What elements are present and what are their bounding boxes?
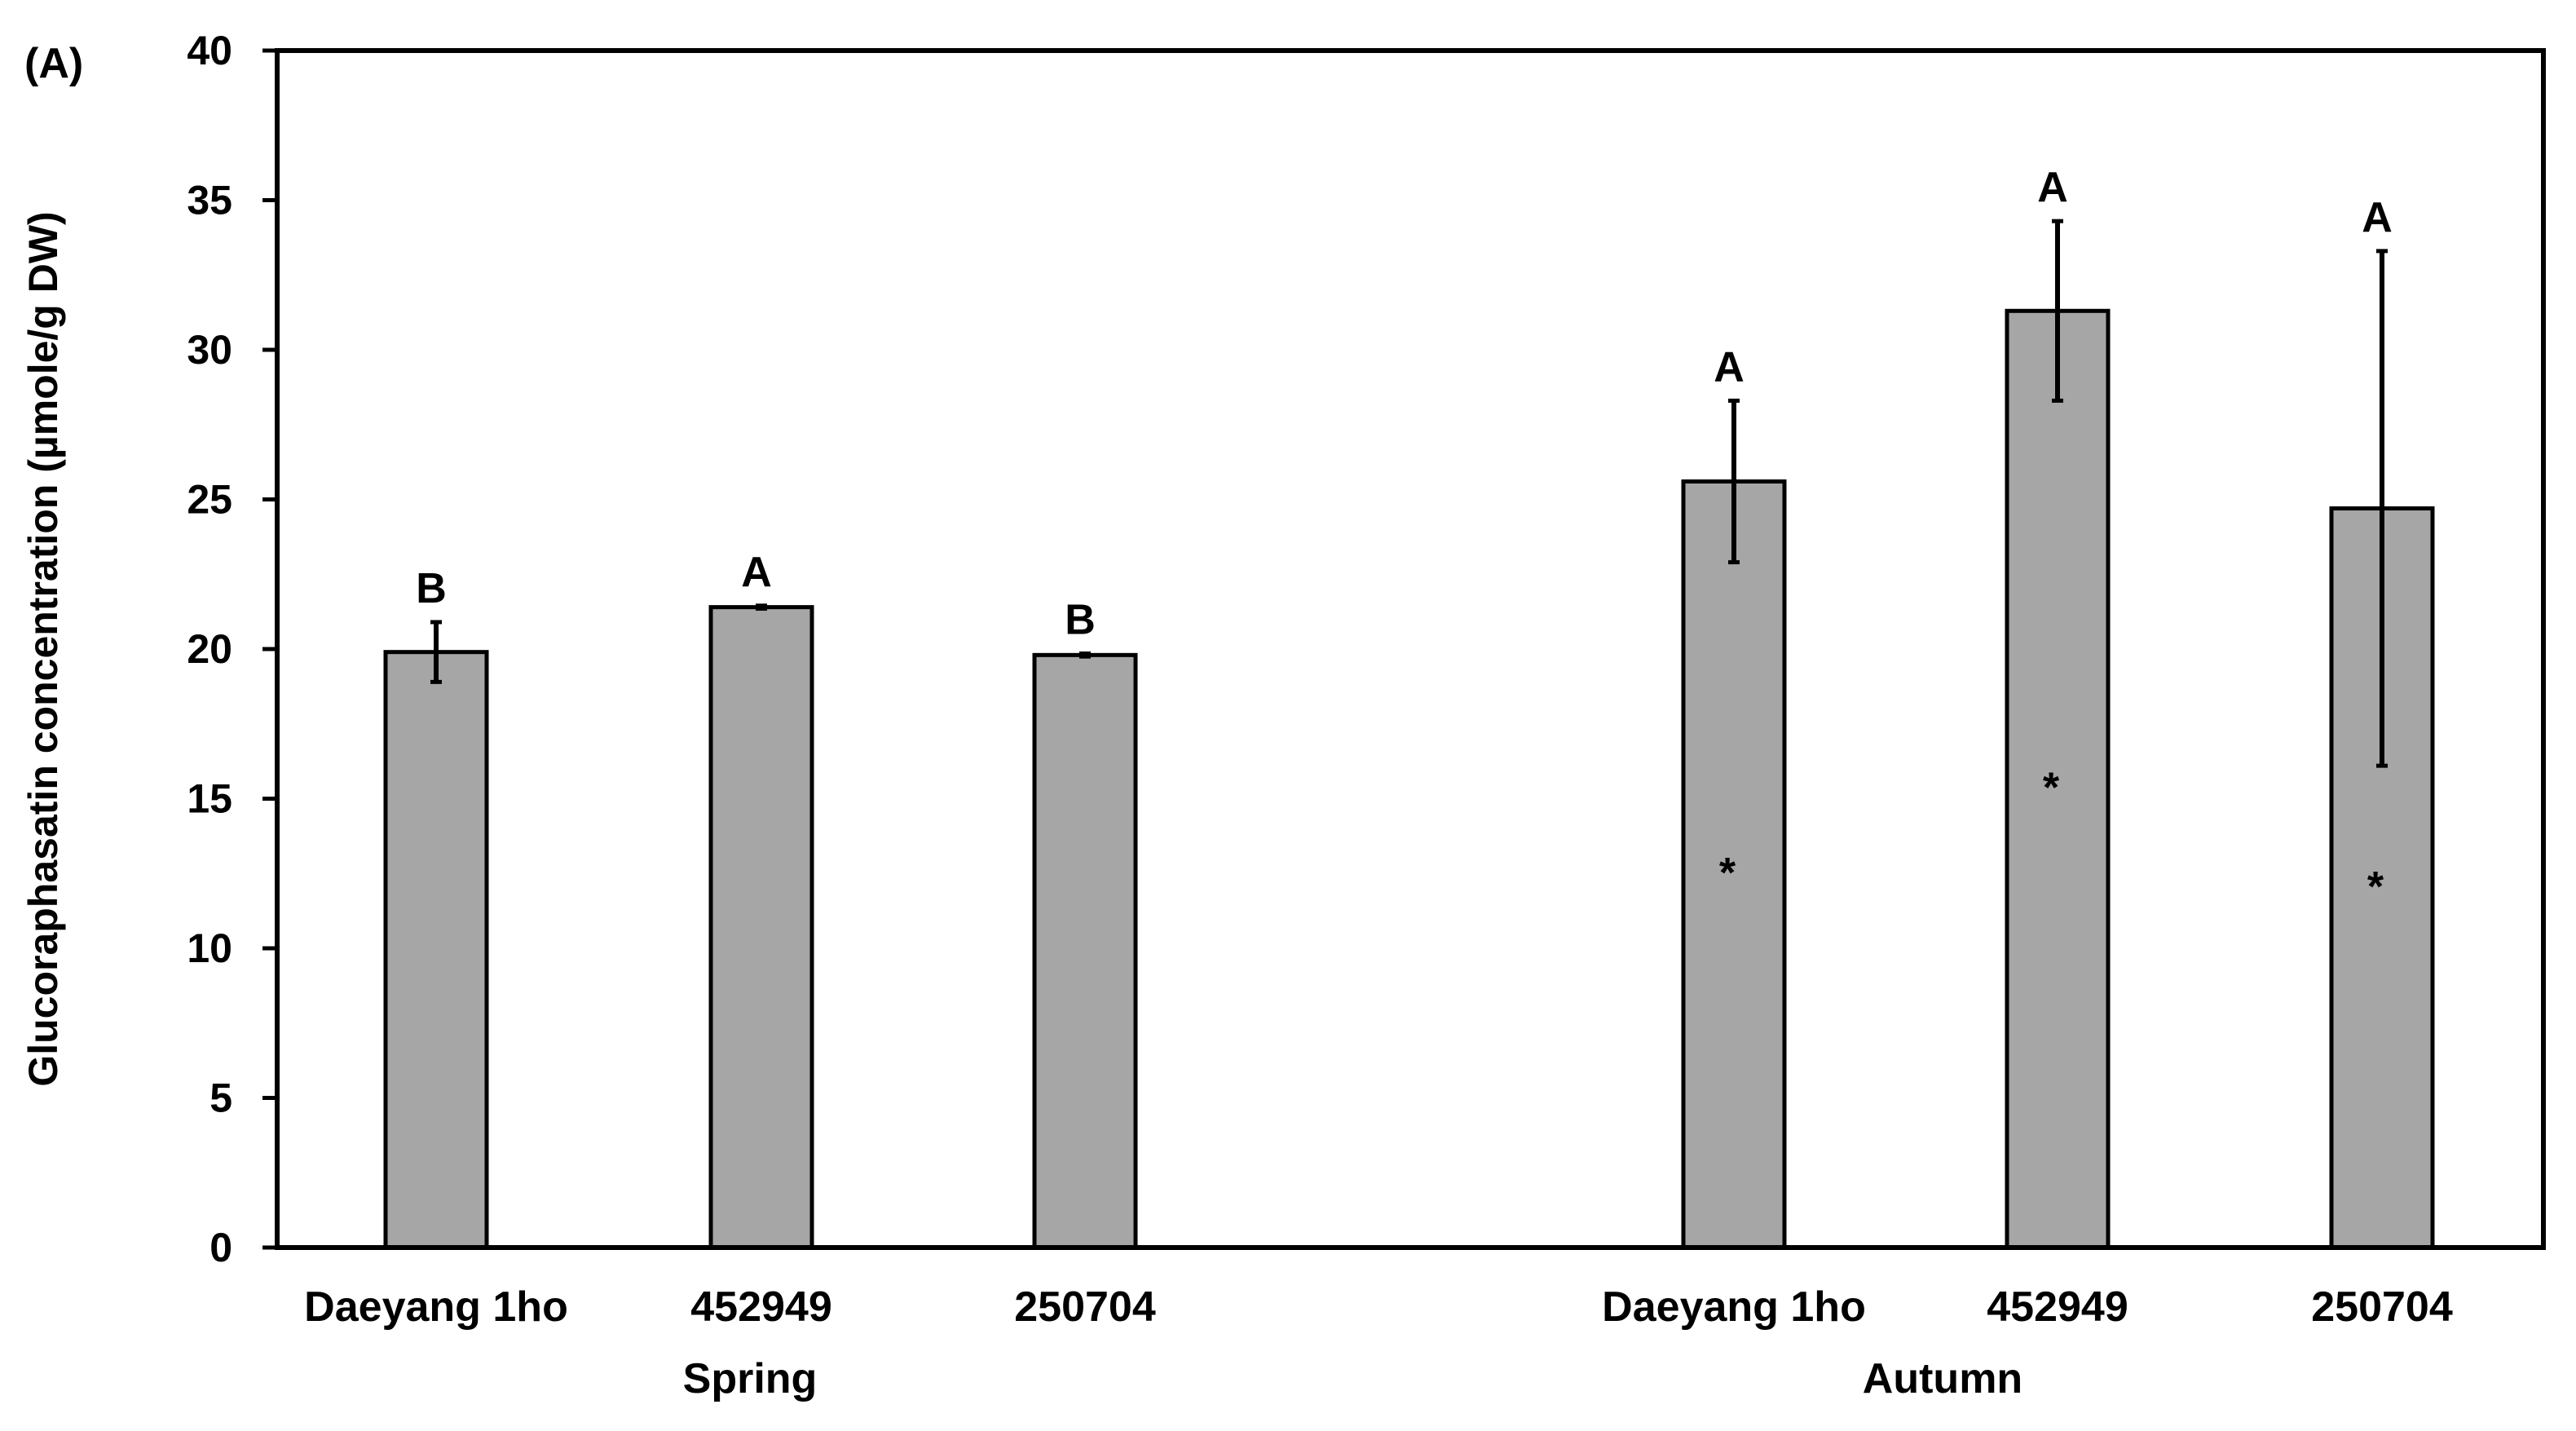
- y-tick-label: 40: [187, 28, 232, 73]
- x-category-label: 452949: [1987, 1283, 2128, 1331]
- y-axis-title: Glucoraphasatin concentration (µmole/g D…: [20, 211, 66, 1086]
- y-tick-label: 5: [210, 1075, 232, 1121]
- significance-letter: B: [1065, 597, 1096, 644]
- x-group-label: Autumn: [1863, 1355, 2022, 1402]
- significance-letter: A: [2362, 194, 2393, 241]
- x-category-label: 452949: [690, 1283, 832, 1331]
- y-tick-label: 15: [187, 776, 232, 822]
- x-category-label: 250704: [1014, 1283, 1156, 1331]
- significance-letter: A: [1714, 343, 1745, 391]
- plot-area-frame: [275, 48, 2546, 1250]
- error-bars: [430, 219, 2388, 768]
- asterisk-marker: *: [1719, 850, 1736, 897]
- asterisk-marker: *: [2043, 765, 2060, 812]
- x-category-label: Daeyang 1ho: [1602, 1283, 1866, 1331]
- significance-letter: A: [2037, 164, 2068, 211]
- y-axis-ticks: 0 5 10 15 20 25 30 35 40: [187, 28, 277, 1270]
- y-tick-label: 25: [187, 477, 232, 523]
- y-tick-label: 30: [187, 327, 232, 373]
- asterisk-marker: *: [2367, 863, 2384, 911]
- bars: [383, 308, 2435, 1250]
- y-tick-label: 0: [210, 1225, 232, 1270]
- x-category-label: 250704: [2311, 1283, 2453, 1331]
- significance-annotations: B A B A * A * A *: [416, 164, 2393, 911]
- panel-label: (A): [24, 40, 83, 87]
- y-tick-label: 20: [187, 626, 232, 672]
- x-category-label: Daeyang 1ho: [304, 1283, 568, 1331]
- significance-letter: A: [741, 549, 772, 596]
- bar: [383, 650, 489, 1250]
- bar: [708, 605, 814, 1250]
- y-tick-label: 35: [187, 178, 232, 223]
- y-tick-label: 10: [187, 925, 232, 971]
- significance-letter: B: [416, 565, 447, 612]
- x-group-label: Spring: [683, 1355, 818, 1402]
- x-axis-labels: Daeyang 1ho 452949 250704 Spring Daeyang 1ho…: [304, 1283, 2453, 1402]
- bar: [1032, 652, 1138, 1250]
